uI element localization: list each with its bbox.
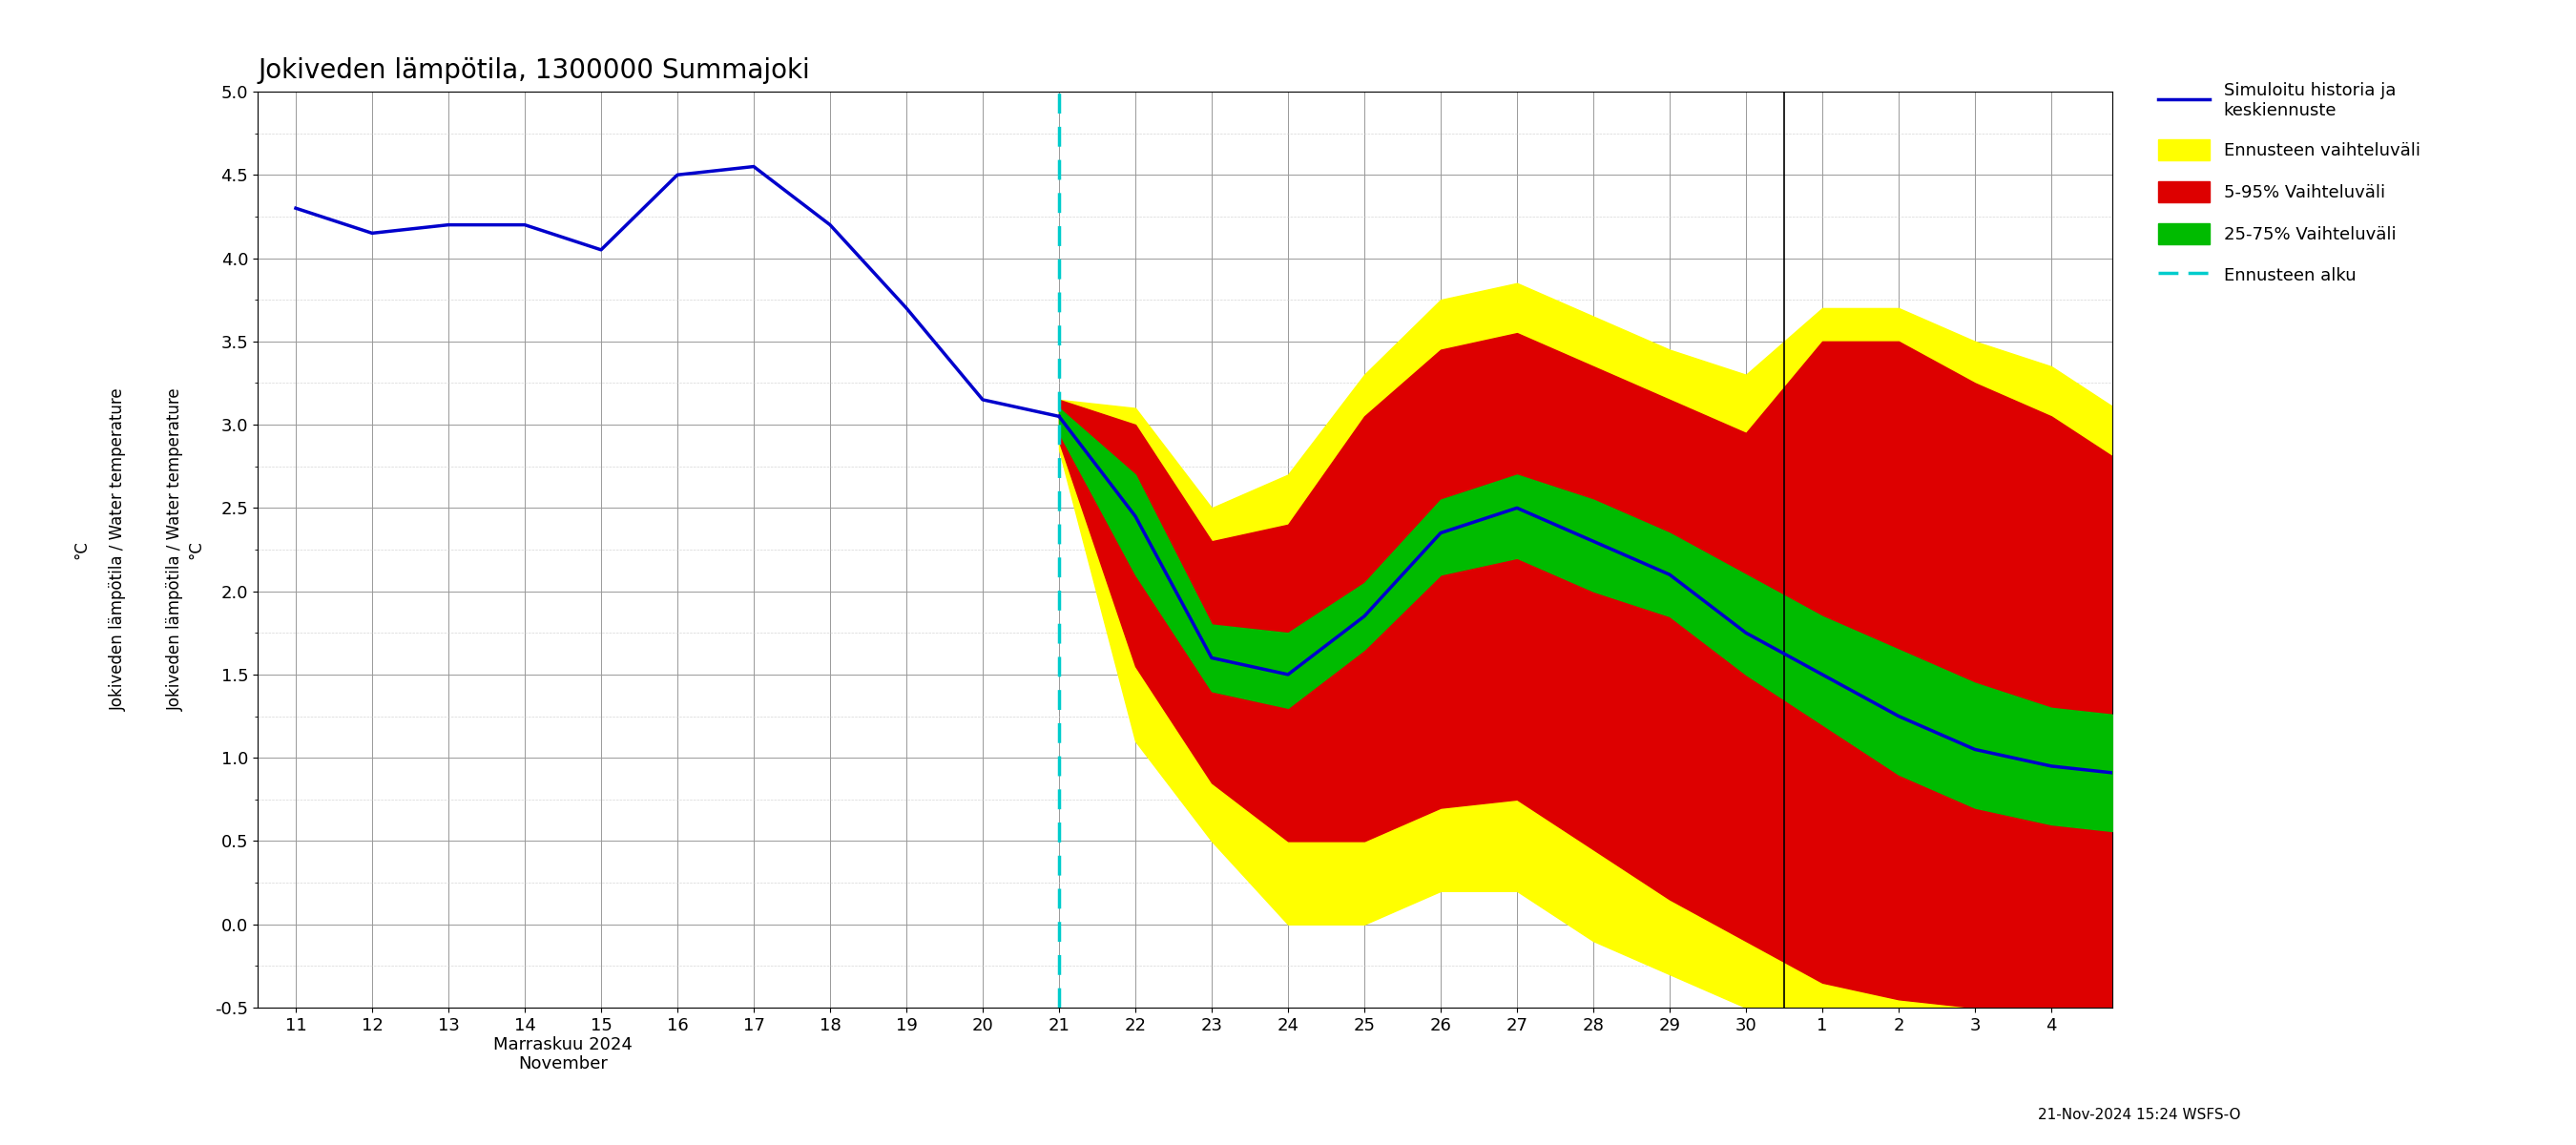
Text: Jokiveden lämpötila / Water temperature: Jokiveden lämpötila / Water temperature	[111, 388, 126, 711]
Text: Jokiveden lämpötila, 1300000 Summajoki: Jokiveden lämpötila, 1300000 Summajoki	[258, 57, 809, 84]
Y-axis label: Jokiveden lämpötila / Water temperature
°C: Jokiveden lämpötila / Water temperature …	[167, 388, 204, 711]
Legend: Simuloitu historia ja
keskiennuste, Ennusteen vaihteluväli, 5-95% Vaihteluväli, : Simuloitu historia ja keskiennuste, Ennu…	[2148, 73, 2429, 294]
Text: °C: °C	[72, 540, 90, 559]
Text: Marraskuu 2024
November: Marraskuu 2024 November	[495, 1036, 634, 1073]
Text: 21-Nov-2024 15:24 WSFS-O: 21-Nov-2024 15:24 WSFS-O	[2038, 1108, 2241, 1122]
